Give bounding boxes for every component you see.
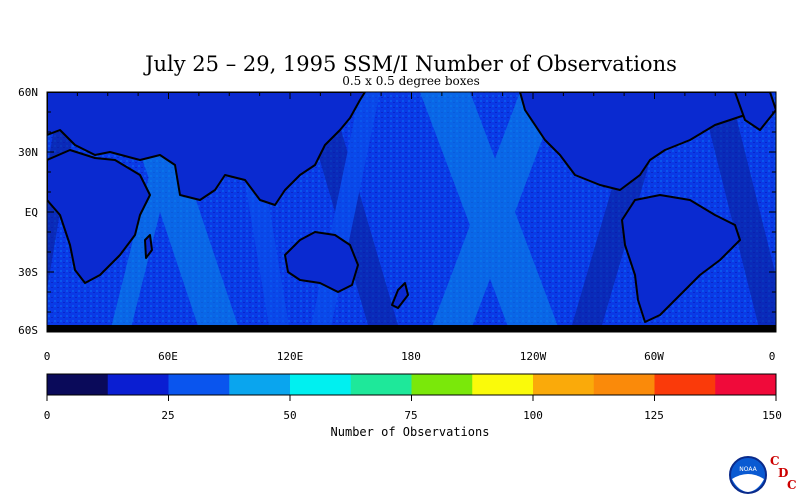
x-axis-label-180: 180	[401, 350, 421, 363]
colorbar-swatch	[654, 374, 716, 395]
y-axis-label-eq: EQ	[24, 206, 38, 219]
noaa-emblem-text: NOAA	[739, 466, 757, 473]
colorbar-swatch	[107, 374, 169, 395]
colorbar-swatch	[290, 374, 352, 395]
colorbar-tick-25: 25	[161, 409, 175, 422]
axis-ticks	[46, 91, 777, 401]
new-zealand-landmass	[391, 282, 409, 309]
chart-title: July 25 – 29, 1995 SSM/I Number of Obser…	[145, 52, 677, 76]
colorbar-swatch	[229, 374, 291, 395]
colorbar-tick-150: 150	[762, 409, 782, 422]
x-axis-label-120e: 120E	[276, 350, 304, 363]
cdc-letter-c2: C	[787, 478, 797, 492]
colorbar-swatch	[411, 374, 473, 395]
europe-asia-landmass	[47, 92, 366, 206]
colorbar-tick-75: 75	[404, 409, 418, 422]
chart-subtitle: 0.5 x 0.5 degree boxes	[342, 74, 480, 88]
y-axis-label-60s: 60S	[18, 324, 38, 337]
x-axis-label-0-right: 0	[768, 350, 776, 363]
africa-landmass	[47, 149, 151, 284]
y-axis-label-30n: 30N	[18, 146, 38, 159]
colorbar-swatch	[533, 374, 595, 395]
colorbar-swatch	[715, 374, 777, 395]
colorbar-tick-100: 100	[523, 409, 543, 422]
south-america-landmass	[621, 194, 741, 323]
australia-landmass	[284, 231, 359, 293]
colorbar-swatch	[47, 374, 109, 395]
noaa-cdc-logo: NOAA C D C	[729, 455, 797, 494]
colorbar-swatch	[593, 374, 655, 395]
colorbar	[47, 374, 777, 395]
greenland-landmass	[734, 92, 776, 131]
colorbar-tick-0: 0	[43, 409, 51, 422]
x-axis-label-60w: 60W	[644, 350, 664, 363]
colorbar-swatch	[168, 374, 230, 395]
colorbar-swatch	[472, 374, 534, 395]
madagascar-landmass	[144, 234, 153, 259]
y-axis-label-30s: 30S	[18, 266, 38, 279]
x-axis-label-60e: 60E	[158, 350, 178, 363]
x-axis-label-120w: 120W	[519, 350, 547, 363]
colorbar-tick-50: 50	[283, 409, 297, 422]
cdc-letter-d: D	[778, 466, 788, 480]
colorbar-frame	[46, 373, 777, 396]
y-axis-label-60n: 60N	[18, 86, 38, 99]
colorbar-swatch	[350, 374, 412, 395]
colorbar-title: Number of Observations	[330, 425, 490, 439]
colorbar-tick-125: 125	[644, 409, 664, 422]
cdc-letter-c1: C	[770, 455, 780, 468]
x-axis-label-0-left: 0	[43, 350, 51, 363]
